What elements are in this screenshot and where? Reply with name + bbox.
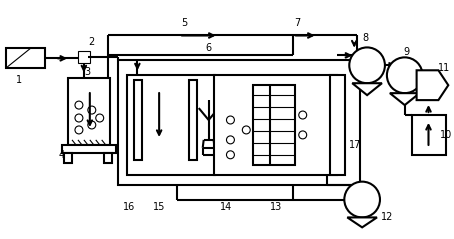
Circle shape — [96, 114, 104, 122]
Circle shape — [88, 121, 96, 129]
Circle shape — [387, 57, 423, 93]
Bar — [104, 153, 112, 163]
Text: 5: 5 — [181, 18, 187, 27]
Polygon shape — [417, 70, 448, 100]
Bar — [64, 153, 72, 163]
Circle shape — [227, 116, 234, 124]
Circle shape — [242, 126, 250, 134]
Text: 2: 2 — [89, 38, 95, 48]
Text: 13: 13 — [270, 202, 282, 212]
Text: 9: 9 — [404, 47, 410, 57]
Bar — [253, 85, 295, 165]
Text: 8: 8 — [362, 33, 368, 43]
Bar — [62, 145, 116, 153]
Text: 12: 12 — [381, 212, 393, 223]
Circle shape — [227, 151, 234, 159]
Text: 6: 6 — [206, 43, 212, 53]
Text: 4: 4 — [59, 150, 65, 160]
Bar — [128, 75, 215, 175]
Circle shape — [349, 47, 385, 83]
Text: 17: 17 — [349, 140, 361, 150]
Bar — [134, 80, 142, 160]
Text: 7: 7 — [295, 18, 301, 27]
Text: 14: 14 — [220, 202, 232, 212]
Bar — [118, 60, 360, 185]
Circle shape — [75, 101, 83, 109]
Circle shape — [299, 111, 307, 119]
Bar — [412, 115, 446, 155]
Circle shape — [75, 114, 83, 122]
Circle shape — [75, 126, 83, 134]
Bar — [68, 78, 109, 145]
Text: 11: 11 — [438, 63, 450, 73]
Text: 10: 10 — [440, 130, 453, 140]
Text: 15: 15 — [153, 202, 165, 212]
Circle shape — [344, 182, 380, 217]
Circle shape — [88, 106, 96, 114]
Bar — [78, 51, 90, 63]
Text: 16: 16 — [123, 202, 136, 212]
Polygon shape — [347, 217, 377, 227]
Bar — [189, 80, 197, 160]
Polygon shape — [390, 93, 419, 105]
Text: 3: 3 — [85, 67, 91, 77]
Circle shape — [299, 131, 307, 139]
Polygon shape — [352, 83, 382, 95]
Circle shape — [227, 136, 234, 144]
Bar — [213, 75, 337, 175]
Text: 1: 1 — [15, 75, 22, 85]
Bar — [331, 75, 345, 175]
Bar — [5, 49, 45, 68]
